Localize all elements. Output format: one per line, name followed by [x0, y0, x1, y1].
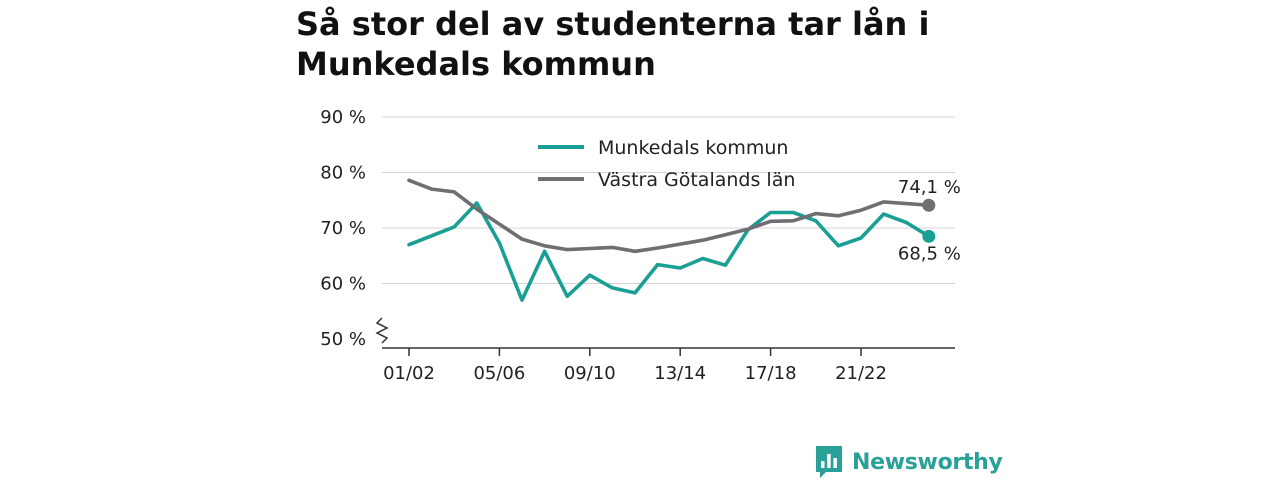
- x-tick-label: 05/06: [473, 363, 525, 384]
- brand-logo: Newsworthy: [814, 444, 1003, 480]
- legend: Munkedals kommun Västra Götalands län: [538, 137, 795, 191]
- bar-chart-speech-bubble-icon: [814, 444, 844, 480]
- axis-break-icon: [377, 318, 387, 343]
- brand-name: Newsworthy: [852, 450, 1003, 475]
- legend-label: Munkedals kommun: [598, 137, 788, 159]
- series-lines: [409, 180, 935, 300]
- line-chart: 50 % 60 % 70 % 80 % 90 % 01/02 05/06 09/10 13/14…: [0, 0, 1280, 480]
- end-label-vastra-gotaland: 74,1 %: [898, 177, 961, 198]
- x-tick-label: 13/14: [654, 363, 706, 384]
- legend-label: Västra Götalands län: [598, 169, 795, 191]
- end-labels: 74,1 % 68,5 %: [898, 177, 961, 264]
- end-label-munkedal: 68,5 %: [898, 243, 961, 264]
- x-tick-label: 01/02: [383, 363, 435, 384]
- y-tick-label: 90 %: [320, 107, 366, 128]
- x-tick-label: 09/10: [564, 363, 616, 384]
- x-tick-label: 21/22: [835, 363, 887, 384]
- series-end-marker-2: [922, 199, 935, 212]
- y-tick-label: 70 %: [320, 218, 366, 239]
- y-tick-label: 60 %: [320, 274, 366, 295]
- y-tick-label: 50 %: [320, 329, 366, 350]
- series-end-marker-1: [922, 230, 935, 243]
- x-tick-label: 17/18: [745, 363, 797, 384]
- y-tick-label: 80 %: [320, 163, 366, 184]
